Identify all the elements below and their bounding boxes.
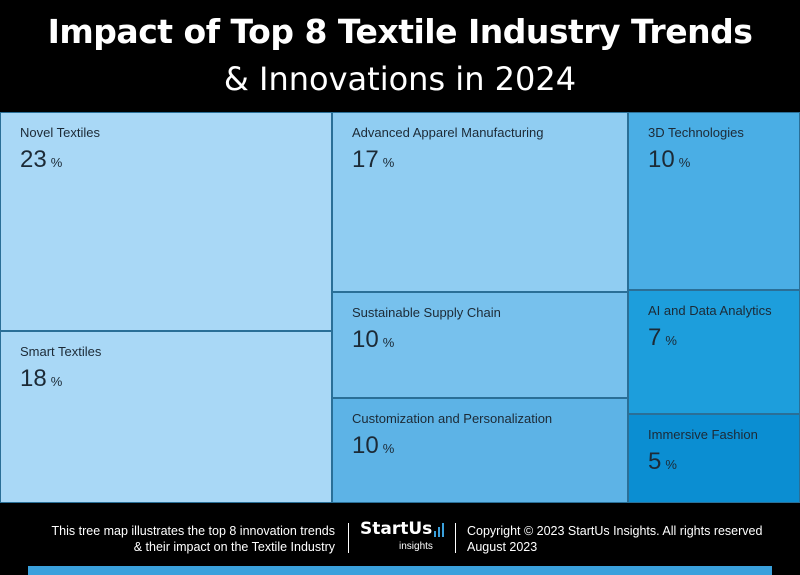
treemap-tile-value: 17%: [352, 146, 394, 174]
treemap-tile-value-unit: %: [50, 374, 63, 389]
treemap-tile-value-unit: %: [382, 441, 395, 456]
startus-insights-logo: StartUs insights: [360, 519, 446, 557]
treemap-tile-value-number: 10: [352, 432, 379, 459]
treemap-tile-label: Immersive Fashion: [648, 427, 758, 442]
footer-description-line2: & their impact on the Textile Industry: [133, 540, 335, 554]
copyright-line2: August 2023: [467, 540, 538, 554]
treemap-tile-value-number: 23: [20, 146, 47, 173]
treemap-tile-3d-technologies: 3D Technologies 10%: [628, 112, 800, 290]
footer-description-line1: This tree map illustrates the top 8 inno…: [51, 524, 335, 538]
treemap-tile-value: 5%: [648, 448, 677, 476]
footer-divider-left: [348, 523, 349, 553]
treemap-tile-value-unit: %: [382, 335, 395, 350]
logo-sub-text: insights: [399, 541, 433, 552]
chart-title: Impact of Top 8 Textile Industry Trends: [47, 12, 753, 51]
treemap-tile-value-unit: %: [678, 155, 691, 170]
footer: This tree map illustrates the top 8 inno…: [0, 503, 800, 575]
treemap-tile-immersive-fashion: Immersive Fashion 5%: [628, 414, 800, 503]
treemap-tile-sustainable-supply-chain: Sustainable Supply Chain 10%: [332, 292, 628, 398]
treemap: Novel Textiles 23% Smart Textiles 18% Advanc…: [0, 112, 800, 503]
treemap-tile-value-number: 5: [648, 448, 662, 475]
treemap-tile-label: Advanced Apparel Manufacturing: [352, 125, 544, 140]
bottom-accent-bar: [28, 566, 772, 575]
treemap-tile-ai-and-data-analytics: AI and Data Analytics 7%: [628, 290, 800, 414]
treemap-tile-value: 10%: [352, 432, 394, 460]
treemap-tile-customization-and-personalization: Customization and Personalization 10%: [332, 398, 628, 503]
treemap-tile-value: 10%: [648, 146, 690, 174]
treemap-tile-value-number: 18: [20, 365, 47, 392]
treemap-tile-value-number: 10: [648, 146, 675, 173]
treemap-tile-value-number: 10: [352, 326, 379, 353]
treemap-tile-label: Novel Textiles: [20, 125, 100, 140]
treemap-tile-value-number: 17: [352, 146, 379, 173]
treemap-tile-label: Customization and Personalization: [352, 411, 553, 426]
treemap-tile-value-unit: %: [50, 155, 63, 170]
treemap-tile-value: 18%: [20, 365, 62, 393]
treemap-tile-value-unit: %: [665, 457, 677, 472]
copyright-line1: Copyright © 2023 StartUs Insights. All r…: [467, 524, 763, 538]
treemap-tile-value: 10%: [352, 326, 394, 354]
treemap-tile-value-unit: %: [665, 333, 677, 348]
logo-main-text: StartUs: [360, 519, 433, 539]
copyright: Copyright © 2023 StartUs Insights. All r…: [467, 523, 762, 555]
treemap-tile-label: AI and Data Analytics: [648, 303, 772, 318]
chart-header: Impact of Top 8 Textile Industry Trends …: [0, 0, 800, 112]
treemap-tile-value-number: 7: [648, 324, 662, 351]
treemap-tile-novel-textiles: Novel Textiles 23%: [0, 112, 332, 331]
treemap-tile-value: 23%: [20, 146, 62, 174]
chart-subtitle: & Innovations in 2024: [223, 60, 577, 98]
treemap-tile-label: Smart Textiles: [20, 344, 102, 359]
treemap-tile-label: 3D Technologies: [648, 125, 744, 140]
footer-description: This tree map illustrates the top 8 inno…: [52, 523, 335, 555]
treemap-tile-label: Sustainable Supply Chain: [352, 305, 501, 320]
footer-divider-right: [455, 523, 456, 553]
treemap-tile-smart-textiles: Smart Textiles 18%: [0, 331, 332, 503]
treemap-tile-value: 7%: [648, 324, 677, 352]
treemap-tile-advanced-apparel-manufacturing: Advanced Apparel Manufacturing 17%: [332, 112, 628, 292]
logo-bars-icon: [434, 523, 444, 537]
treemap-tile-value-unit: %: [382, 155, 395, 170]
